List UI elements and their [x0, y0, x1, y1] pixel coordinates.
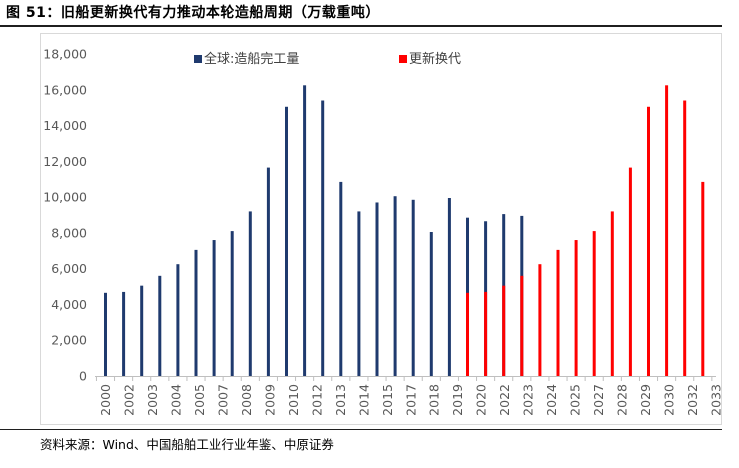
bar-completion	[357, 211, 361, 376]
x-tick-label: 2023	[521, 384, 536, 416]
x-tick-label: 2005	[192, 384, 207, 416]
figure-title: 图 51：旧船更新换代有力推动本轮造船周期（万载重吨）	[6, 5, 380, 21]
source-note: 资料来源：Wind、中国船舶工业行业年鉴、中原证券	[40, 437, 334, 452]
x-tick-label: 2014	[356, 384, 371, 416]
bar-replacement	[466, 292, 469, 376]
bar-completion	[194, 249, 198, 376]
bar-completion	[248, 211, 252, 376]
bottom-rule	[0, 429, 722, 430]
plot-area	[40, 33, 722, 425]
x-tick-label: 2022	[497, 384, 512, 416]
legend-label-completion: 全球:造船完工量	[204, 52, 300, 67]
x-tick-label: 2024	[544, 384, 559, 416]
x-tick-label: 2008	[239, 384, 254, 416]
bar-replacement	[683, 100, 687, 376]
bar-completion	[158, 275, 162, 376]
bar-replacement	[484, 291, 488, 376]
y-tick-label: 12,000	[43, 154, 87, 169]
top-rule	[0, 25, 722, 27]
y-tick-label: 18,000	[43, 47, 87, 62]
y-tick-label: 6,000	[51, 261, 87, 276]
x-tick-label: 2013	[333, 384, 348, 416]
x-tick-label: 2025	[568, 384, 583, 416]
bar-completion	[411, 199, 415, 376]
legend-item-completion: 全球:造船完工量	[194, 48, 299, 67]
legend-swatch-replacement	[399, 55, 407, 63]
x-tick-label: 2029	[638, 384, 653, 416]
bar-replacement	[647, 106, 650, 377]
x-tick-label: 2010	[286, 384, 301, 416]
y-tick-label: 4,000	[51, 297, 87, 312]
bar-completion	[339, 181, 343, 376]
y-tick-label: 8,000	[51, 225, 87, 240]
y-tick-label: 2,000	[51, 333, 87, 348]
legend-item-replacement: 更新换代	[399, 48, 461, 67]
bar-replacement	[556, 249, 560, 376]
bar-completion	[104, 292, 107, 376]
bar-completion	[285, 106, 288, 377]
bar-completion	[375, 202, 379, 376]
bar-replacement	[574, 240, 578, 376]
x-tick-label: 2007	[215, 384, 230, 416]
bar-replacement	[701, 181, 705, 376]
bar-replacement	[520, 275, 524, 376]
bar-replacement	[538, 264, 542, 376]
bar-completion	[176, 264, 180, 376]
bar-completion	[230, 231, 234, 376]
x-tick-label: 2020	[474, 384, 489, 416]
x-tick-label: 2015	[380, 384, 395, 416]
y-tick-label: 14,000	[43, 118, 87, 133]
bar-completion	[393, 196, 397, 376]
x-tick-label: 2009	[262, 384, 277, 416]
y-tick-label: 0	[79, 369, 87, 384]
legend-swatch-completion	[194, 55, 202, 63]
x-tick-label: 2028	[615, 384, 630, 416]
bar-replacement	[665, 85, 669, 377]
y-tick-label: 16,000	[43, 82, 87, 97]
bar-replacement	[610, 211, 614, 376]
bar-completion	[212, 240, 216, 376]
x-tick-label: 2004	[168, 384, 183, 416]
legend-label-replacement: 更新换代	[409, 52, 462, 67]
bar-replacement	[592, 231, 596, 376]
x-tick-label: 2017	[403, 384, 418, 416]
bar-completion	[122, 291, 126, 376]
bar-completion	[303, 85, 307, 377]
x-tick-label: 2012	[309, 384, 324, 416]
x-tick-label: 2030	[662, 384, 677, 416]
x-tick-label: 2027	[591, 384, 606, 416]
bar-completion	[140, 285, 144, 376]
bar-completion	[321, 100, 325, 376]
x-tick-label: 2033	[709, 384, 724, 416]
y-tick-label: 10,000	[43, 190, 87, 205]
x-tick-label: 2002	[121, 384, 136, 416]
bar-completion	[266, 167, 270, 376]
bar-replacement	[502, 285, 506, 376]
x-tick-label: 2000	[98, 384, 113, 416]
x-tick-label: 2003	[145, 384, 160, 416]
x-tick-label: 2032	[685, 384, 700, 416]
bar-completion	[447, 198, 451, 376]
x-tick-label: 2018	[427, 384, 442, 416]
bar-replacement	[628, 167, 632, 376]
x-tick-label: 2019	[450, 384, 465, 416]
bar-completion	[429, 231, 433, 376]
